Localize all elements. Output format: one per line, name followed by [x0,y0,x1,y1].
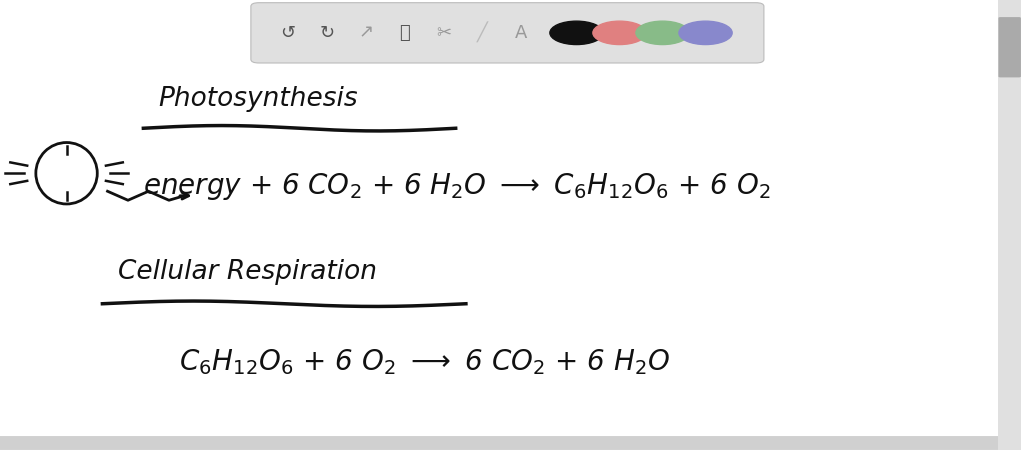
Text: ✂: ✂ [436,24,451,42]
Text: ↻: ↻ [319,24,334,42]
Text: A: A [515,24,527,42]
FancyBboxPatch shape [998,17,1021,77]
Text: ↺: ↺ [281,24,295,42]
FancyBboxPatch shape [251,3,764,63]
Circle shape [679,21,732,45]
FancyBboxPatch shape [998,0,1021,450]
Circle shape [593,21,646,45]
Text: ╱: ╱ [477,22,487,43]
Text: ↗: ↗ [358,24,373,42]
Text: ⬧: ⬧ [399,24,410,42]
Text: Cellular Respiration: Cellular Respiration [118,259,377,285]
Text: C$_6$H$_{12}$O$_6$ + 6 O$_2$ $\longrightarrow$ 6 CO$_2$ + 6 H$_2$O: C$_6$H$_{12}$O$_6$ + 6 O$_2$ $\longright… [179,347,671,377]
Text: energy + 6 CO$_2$ + 6 H$_2$O $\longrightarrow$ C$_6$H$_{12}$O$_6$ + 6 O$_2$: energy + 6 CO$_2$ + 6 H$_2$O $\longright… [143,171,771,202]
Text: ⊞: ⊞ [553,24,567,42]
Text: Photosynthesis: Photosynthesis [159,86,358,112]
Circle shape [550,21,603,45]
Circle shape [636,21,689,45]
